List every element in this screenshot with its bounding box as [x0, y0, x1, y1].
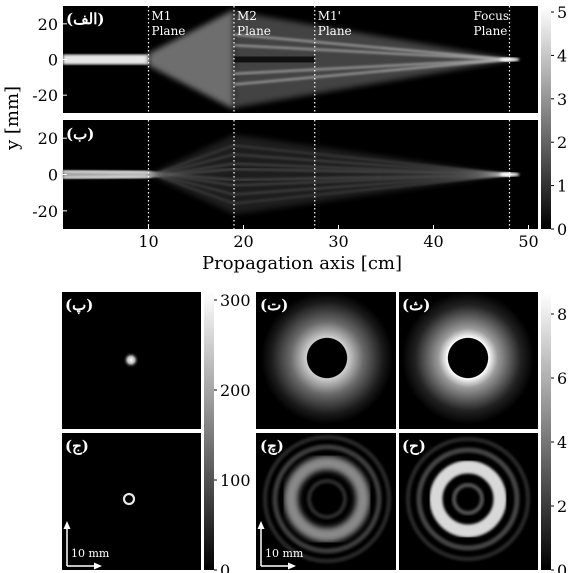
ring-pattern-ch: [263, 435, 391, 563]
scalebar-right-arrow-up: [257, 521, 265, 529]
dark-disk-t: [308, 339, 346, 377]
beam-input: [63, 54, 149, 65]
colorbar-tick-label: 200: [220, 381, 251, 400]
scalebar-left-label: 10 mm: [71, 547, 110, 560]
beam-focus: [499, 172, 520, 177]
x-tick-label: 50: [518, 232, 538, 251]
beam-envelope: [148, 134, 510, 215]
subplot-label-t: (ت): [260, 296, 288, 314]
beam-pattern-b: [62, 134, 520, 215]
beam-dark-core: [234, 56, 315, 63]
y-tick-label: 20: [38, 129, 58, 148]
dark-disk-th: [449, 339, 487, 377]
x-ticks: 10 20 30 40 50: [138, 225, 539, 251]
beam-focus: [499, 57, 520, 62]
scalebar-left-arrow-up: [63, 521, 71, 529]
subplot-label-ch: (چ): [260, 437, 284, 455]
colorbar-tick-label: 1: [557, 177, 567, 196]
subplot-label-a: (الف): [66, 10, 104, 28]
x-tick-label: 10: [138, 232, 158, 251]
colorbar-tick-label: 100: [220, 471, 251, 490]
beam-ray: [233, 44, 510, 61]
y-tick-label: 0: [48, 51, 58, 70]
plane-label-bottom: Plane: [318, 24, 352, 38]
plane-label-bottom: Plane: [237, 24, 271, 38]
colorbar-right-ticks: 8 6 4 2 0: [551, 305, 567, 573]
panel-j: [62, 433, 201, 570]
subplot-label-j: (ج): [65, 437, 89, 455]
colorbar-tick-label: 2: [557, 133, 567, 152]
colorbar-top-ticks: 0 1 2 3 4 5: [551, 3, 567, 239]
colorbar-tick-label: 0: [220, 561, 230, 573]
beam-ray: [233, 58, 510, 75]
beam-pattern-a: [63, 9, 520, 110]
x-tick-label: 20: [233, 232, 253, 251]
x-tick-label: 40: [423, 232, 443, 251]
ring-j-outer: [122, 492, 136, 506]
scalebar-right-label: 10 mm: [265, 547, 304, 560]
colorbar-tick-label: 5: [557, 3, 567, 22]
y-tick-label: 20: [38, 15, 58, 34]
spot-p: [123, 352, 139, 368]
colorbar-tick-label: 4: [557, 46, 567, 65]
subplot-label-b: (ب): [66, 125, 94, 143]
beam-ray: [233, 33, 510, 61]
beam-ray: [233, 58, 510, 86]
beam-focusing: [234, 11, 510, 108]
beam-input: [63, 171, 149, 178]
ring-pattern-h: [406, 437, 530, 561]
colorbar-tick-label: 4: [557, 433, 567, 452]
plane-label-bottom: Plane: [474, 24, 508, 38]
colorbar-tick-label: 0: [557, 561, 567, 573]
colorbar-tick-label: 2: [557, 497, 567, 516]
plane-label-top: M2: [237, 9, 257, 23]
plane-label-top: Focus: [474, 9, 510, 23]
colorbar-left-ticks: 300 200 100 0: [214, 291, 251, 573]
plane-label-top: M1: [152, 9, 172, 23]
y-tick-label: -20: [32, 202, 58, 221]
subplot-label-th: (ث): [402, 296, 430, 314]
colorbar-tick-label: 8: [557, 305, 567, 324]
plane-label-bottom: Plane: [152, 24, 186, 38]
scalebar-right-arrow-right: [288, 562, 296, 570]
colorbar-tick-label: 3: [557, 90, 567, 109]
colorbar-top: [541, 6, 551, 229]
y-ticks-a: 20 0 -20: [32, 15, 67, 105]
colorbar-right: [541, 292, 551, 570]
y-tick-label: -20: [32, 86, 58, 105]
subplot-label-p: (پ): [65, 296, 93, 315]
x-tick-label: 30: [328, 232, 348, 251]
colorbar-tick-label: 6: [557, 369, 567, 388]
colorbar-tick-label: 0: [557, 220, 567, 239]
colorbar-left: [204, 292, 214, 570]
subplot-label-h: (ح): [402, 437, 426, 455]
plane-label-top: M1': [318, 9, 341, 23]
y-ticks-b: 20 0 -20: [32, 129, 67, 221]
beam-expansion: [148, 9, 234, 110]
y-tick-label: 0: [48, 166, 58, 185]
x-axis-label: Propagation axis [cm]: [202, 253, 402, 274]
y-axis-label: y [mm]: [2, 86, 23, 151]
colorbar-tick-label: 300: [220, 291, 251, 310]
scalebar-left-arrow-right: [94, 562, 102, 570]
